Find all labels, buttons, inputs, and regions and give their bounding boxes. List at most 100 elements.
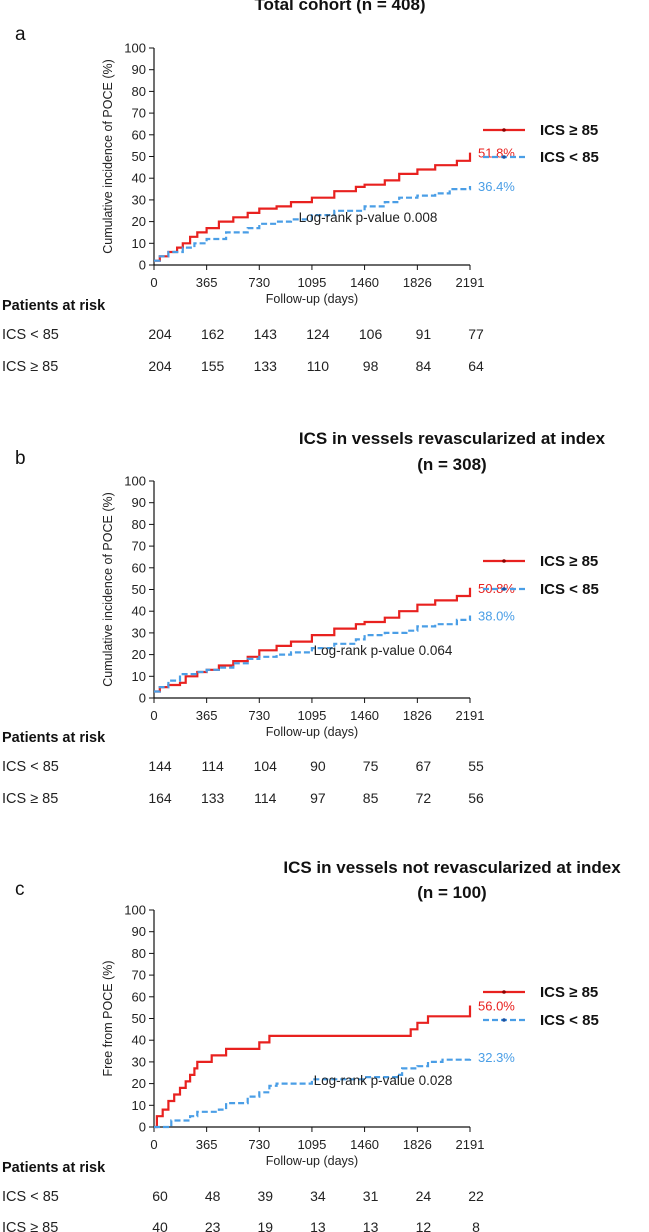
y-tick-label: 80	[132, 517, 146, 532]
y-axis-label: Cumulative incidence of POCE (%)	[101, 59, 115, 254]
risk-count: 144	[148, 758, 172, 774]
risk-count: 133	[201, 790, 225, 806]
risk-count: 75	[363, 758, 379, 774]
risk-count: 56	[468, 790, 484, 806]
x-tick-label: 730	[248, 1137, 270, 1152]
x-tick-label: 0	[150, 708, 157, 723]
y-tick-label: 50	[132, 1011, 146, 1026]
legend-marker	[502, 559, 506, 563]
legend-label: ICS ≥ 85	[540, 984, 598, 1001]
y-tick-label: 60	[132, 127, 146, 142]
chart-panel-c: c ICS in vessels not revascularized at in…	[2, 858, 621, 1232]
y-tick-label: 0	[139, 691, 146, 706]
y-tick-label: 10	[132, 236, 146, 251]
risk-count: 85	[363, 790, 379, 806]
risk-row-label: ICS < 85	[2, 759, 59, 775]
risk-count: 133	[254, 358, 278, 374]
y-tick-label: 40	[132, 604, 146, 619]
y-tick-label: 80	[132, 84, 146, 99]
risk-count: 8	[472, 1219, 480, 1232]
risk-count: 124	[306, 326, 330, 342]
risk-row-label: ICS < 85	[2, 1189, 59, 1205]
risk-count: 97	[310, 790, 326, 806]
risk-count: 110	[307, 358, 330, 374]
end-value-label: 51.8%	[478, 146, 515, 161]
series-line-ics-ge-85	[154, 152, 472, 262]
series-line-ics-lt-85	[154, 615, 472, 693]
x-tick-label: 1826	[403, 1137, 432, 1152]
y-axis-label: Free from POCE (%)	[101, 961, 115, 1077]
risk-count: 90	[310, 758, 326, 774]
risk-count: 84	[416, 358, 432, 374]
risk-count: 48	[205, 1188, 221, 1204]
y-tick-label: 100	[124, 474, 146, 489]
y-tick-label: 0	[139, 1120, 146, 1135]
risk-count: 60	[152, 1188, 168, 1204]
x-tick-label: 0	[150, 275, 157, 290]
y-tick-label: 20	[132, 1076, 146, 1091]
y-tick-label: 20	[132, 647, 146, 662]
risk-count: 31	[363, 1188, 379, 1204]
y-tick-label: 60	[132, 560, 146, 575]
risk-count: 23	[205, 1219, 221, 1232]
chart-title: (n = 100)	[417, 883, 486, 902]
risk-count: 39	[257, 1188, 273, 1204]
end-value-label: 56.0%	[478, 998, 515, 1013]
x-axis-label: Follow-up (days)	[266, 292, 358, 306]
y-tick-label: 90	[132, 62, 146, 77]
x-tick-label: 730	[248, 708, 270, 723]
chart-title: ICS in vessels revascularized at index	[299, 429, 606, 448]
legend-label: ICS ≥ 85	[540, 553, 598, 570]
risk-count: 164	[148, 790, 172, 806]
chart-panel-a: a Total cohort (n = 408) 0 10 20 30 40 50 60 70 80…	[2, 0, 599, 375]
chart-title: Total cohort (n = 408)	[254, 0, 425, 14]
risk-count: 72	[416, 790, 432, 806]
x-tick-label: 365	[196, 1137, 218, 1152]
risk-count: 114	[201, 758, 224, 774]
x-tick-label: 2191	[456, 708, 485, 723]
risk-count: 19	[257, 1219, 273, 1232]
risk-count: 204	[148, 326, 172, 342]
legend-marker	[502, 128, 506, 132]
y-tick-label: 30	[132, 192, 146, 207]
series-line-ics-lt-85	[154, 186, 472, 262]
x-tick-label: 1095	[297, 275, 326, 290]
x-axis-label: Follow-up (days)	[266, 725, 358, 739]
x-tick-label: 365	[196, 708, 218, 723]
risk-count: 13	[310, 1219, 326, 1232]
series-line-ics-ge-85	[154, 1005, 472, 1129]
x-tick-label: 2191	[456, 275, 485, 290]
risk-count: 22	[468, 1188, 484, 1204]
y-tick-label: 10	[132, 669, 146, 684]
risk-table-header: Patients at risk	[2, 730, 106, 746]
logrank-annotation: Log-rank p-value 0.008	[299, 210, 438, 225]
risk-count: 204	[148, 358, 172, 374]
legend-label: ICS < 85	[540, 149, 599, 166]
risk-count: 91	[416, 326, 432, 342]
risk-count: 155	[201, 358, 225, 374]
legend-label: ICS < 85	[540, 1012, 599, 1029]
x-tick-label: 0	[150, 1137, 157, 1152]
y-axis-label: Cumulative incidence of POCE (%)	[101, 492, 115, 687]
risk-count: 143	[254, 326, 278, 342]
risk-row-label: ICS ≥ 85	[2, 359, 58, 375]
y-tick-label: 30	[132, 1054, 146, 1069]
risk-count: 114	[254, 790, 277, 806]
risk-count: 98	[363, 358, 379, 374]
legend-marker	[502, 1018, 506, 1022]
chart-panel-b: b ICS in vessels revascularized at index (…	[2, 429, 606, 807]
y-tick-label: 100	[124, 903, 146, 918]
panel-letter: a	[15, 24, 26, 45]
legend-marker	[502, 990, 506, 994]
y-tick-label: 0	[139, 258, 146, 273]
risk-count: 24	[416, 1188, 432, 1204]
end-value-label: 36.4%	[478, 179, 515, 194]
risk-count: 13	[363, 1219, 379, 1232]
y-tick-label: 40	[132, 171, 146, 186]
risk-count: 55	[468, 758, 484, 774]
y-tick-label: 40	[132, 1033, 146, 1048]
chart-title: ICS in vessels not revascularized at ind…	[283, 858, 621, 877]
risk-row-label: ICS < 85	[2, 327, 59, 343]
risk-count: 64	[468, 358, 484, 374]
legend-marker	[502, 155, 506, 159]
